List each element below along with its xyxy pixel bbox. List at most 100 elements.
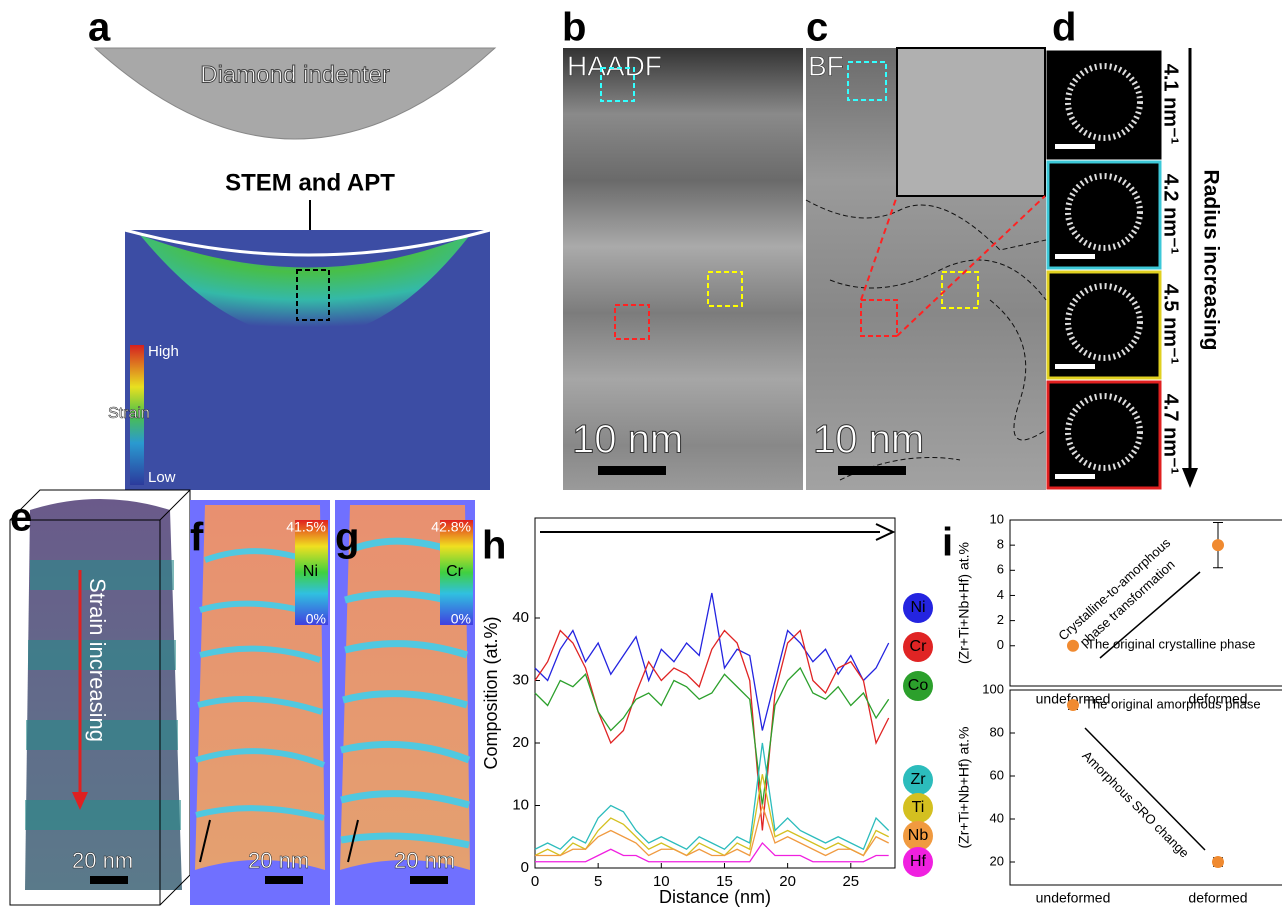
scale-bar: [265, 876, 303, 884]
panel-c: c BF 10 nm: [806, 6, 1046, 490]
y-tick-label: 40: [512, 609, 529, 626]
colorbar-min: 0%: [451, 611, 471, 627]
panel-label: d: [1052, 6, 1076, 50]
scale-label: 20 nm: [248, 848, 309, 873]
scale-bar: [1055, 144, 1095, 149]
y-tick-label: 60: [990, 767, 1004, 782]
plot-frame: [1010, 520, 1282, 686]
scale-bar: [1055, 364, 1095, 369]
legend-label: Nb: [908, 827, 929, 844]
y-tick-label: 20: [990, 853, 1004, 868]
element-label: Cr: [446, 563, 464, 580]
figure: a Diamond indenter STEM and APT High Str…: [0, 0, 1282, 912]
panel-b: b HAADF 10 nm: [562, 6, 803, 490]
inset: [897, 48, 1045, 196]
series-line: [535, 806, 889, 856]
page: {"panels":{ "a":{"label":"a","indenter":…: [0, 0, 1282, 912]
panel-f: f 41.5% Ni 0% 20 nm: [190, 500, 330, 905]
scale-bar: [1055, 254, 1095, 259]
element-label: Ni: [303, 563, 318, 580]
mode-label: BF: [808, 50, 844, 81]
x-tick-label: 20: [779, 873, 796, 890]
y-axis-label: (Zr+Ti+Nb+Hf) at.%: [956, 726, 972, 848]
scale-bar: [410, 876, 448, 884]
scale-label: 20 nm: [72, 848, 133, 873]
annotation: Amorphous SRO change: [1079, 748, 1192, 861]
x-tick-label: deformed: [1188, 890, 1247, 906]
y-tick-label: 20: [512, 734, 529, 751]
panel-g: g 42.8% Cr 0% 20 nm: [335, 500, 475, 905]
series-line: [535, 593, 889, 731]
panel-label: c: [806, 6, 828, 50]
y-tick-label: 8: [997, 537, 1004, 552]
y-tick-label: 10: [512, 796, 529, 813]
indenter-label: Diamond indenter: [200, 61, 389, 88]
radius-label: 4.2 nm⁻¹: [1160, 174, 1182, 255]
plot-frame: [1010, 690, 1282, 885]
legend-label: Hf: [910, 853, 927, 870]
y-tick-label: 100: [982, 681, 1004, 696]
legend-label: Cr: [910, 638, 928, 655]
panel-label: h: [482, 524, 506, 568]
panel-label: a: [88, 6, 111, 50]
y-tick-label: 0: [997, 637, 1004, 652]
x-tick-label: undeformed: [1036, 890, 1111, 906]
colorbar-low: Low: [148, 469, 176, 486]
scale-bar: [1055, 474, 1095, 479]
diffraction-tile: [1048, 162, 1160, 268]
scale-bar: [598, 466, 666, 475]
scale-label: 20 nm: [394, 848, 455, 873]
plot-frame: [535, 518, 895, 868]
scale-bar: [90, 876, 128, 884]
colorbar-min: 0%: [306, 611, 326, 627]
x-tick-label: 5: [594, 873, 602, 890]
legend-label: Co: [908, 677, 929, 694]
panel-label: e: [10, 496, 32, 540]
panel-e: e Strain increasing 20 nm: [10, 490, 190, 905]
panel-a: a Diamond indenter STEM and APT High Str…: [88, 6, 495, 490]
x-tick-label: 0: [531, 873, 539, 890]
mode-label: HAADF: [567, 50, 662, 81]
colorbar-title: Strain: [108, 405, 150, 422]
legend-label: Ti: [912, 799, 925, 816]
colorbar-max: 41.5%: [286, 519, 326, 535]
radius-label: 4.7 nm⁻¹: [1160, 394, 1182, 475]
y-tick-label: 0: [521, 859, 529, 876]
y-tick-label: 4: [997, 587, 1004, 602]
scale-label: 10 nm: [813, 418, 924, 462]
y-tick-label: 40: [990, 810, 1004, 825]
diffraction-tile: [1048, 272, 1160, 378]
y-tick-label: 2: [997, 612, 1004, 627]
y-tick-label: 30: [512, 671, 529, 688]
series-line: [535, 743, 889, 849]
colorbar-max: 42.8%: [431, 519, 471, 535]
panel-label: b: [562, 6, 586, 50]
scale-label: 10 nm: [572, 418, 683, 462]
y-tick-label: 10: [990, 511, 1004, 526]
arrow-head: [1182, 468, 1198, 488]
arrow-label: Radius increasing: [1199, 170, 1222, 351]
colorbar-high: High: [148, 343, 179, 360]
data-point: [1212, 539, 1224, 551]
diffraction-tile: [1048, 52, 1160, 158]
annotation: The original crystalline phase: [1087, 636, 1255, 651]
y-axis-label: (Zr+Ti+Nb+Hf) at.%: [956, 542, 972, 664]
annotation: Crystalline-to-amorphous: [1055, 535, 1173, 644]
series-line: [535, 668, 889, 806]
x-tick-label: 25: [842, 873, 859, 890]
y-tick-label: 6: [997, 562, 1004, 577]
legend-label: Zr: [910, 771, 926, 788]
y-tick-label: 80: [990, 724, 1004, 739]
arrow: [1085, 728, 1205, 850]
probe-label: STEM and APT: [225, 169, 395, 196]
series-line: [535, 631, 889, 831]
data-point: [1212, 856, 1224, 868]
annotation: The original amorphous phase: [1085, 696, 1261, 711]
panel-label: f: [190, 516, 204, 560]
x-axis-label: Distance (nm): [659, 887, 771, 907]
diffraction-tile: [1048, 382, 1160, 488]
radius-label: 4.1 nm⁻¹: [1160, 64, 1182, 145]
y-axis-label: Composition (at.%): [481, 616, 501, 769]
panel-label: i: [942, 521, 953, 565]
arrow-label: Strain increasing: [85, 578, 110, 742]
